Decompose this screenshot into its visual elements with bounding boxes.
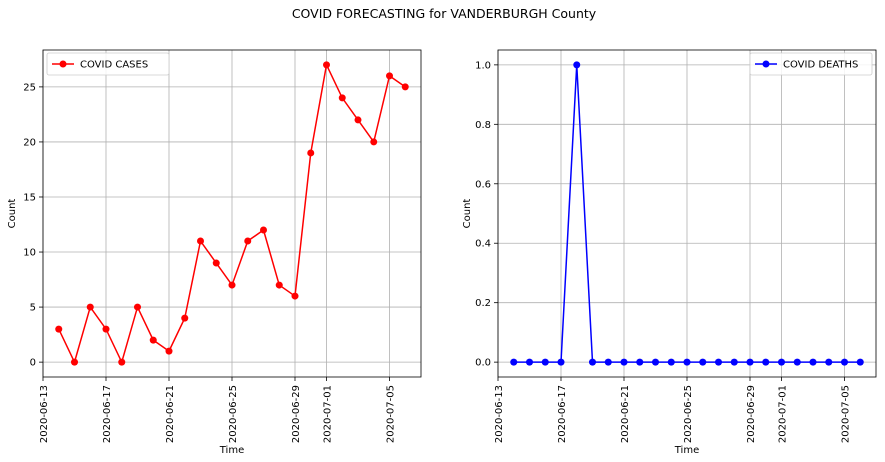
data-point	[793, 358, 801, 366]
data-point	[165, 347, 173, 355]
data-point	[228, 281, 236, 289]
x-axis-label: Time	[219, 445, 244, 456]
data-point	[557, 358, 565, 366]
data-point	[715, 358, 722, 366]
data-point	[762, 358, 770, 366]
x-tick-label: 2020-06-29	[746, 385, 757, 443]
data-point	[652, 358, 659, 366]
x-tick-label: 2020-06-21	[620, 385, 631, 443]
data-point	[149, 336, 157, 344]
data-point	[401, 83, 409, 91]
x-axis-label: Time	[674, 445, 699, 456]
data-point	[604, 358, 612, 366]
data-point	[102, 325, 110, 333]
x-tick-label: 2020-06-17	[557, 385, 568, 443]
data-point	[825, 358, 833, 366]
x-tick-label: 2020-07-01	[323, 385, 334, 443]
y-tick-label: 0.0	[475, 358, 491, 369]
data-point	[307, 149, 315, 157]
legend: COVID CASES	[46, 52, 170, 76]
x-tick-label: 2020-06-25	[228, 385, 239, 443]
data-point	[71, 358, 78, 366]
data-point	[134, 303, 141, 311]
x-tick-label: 2020-06-29	[291, 385, 302, 443]
data-point	[212, 259, 220, 267]
data-point	[55, 325, 63, 333]
y-tick-label: 0.4	[475, 239, 491, 250]
data-point	[778, 358, 785, 366]
y-tick-label: 0.6	[475, 179, 491, 190]
legend-label: COVID CASES	[80, 60, 148, 71]
data-point	[244, 237, 252, 245]
data-point	[510, 358, 518, 366]
legend-box	[46, 52, 170, 76]
data-point	[636, 358, 644, 366]
data-point	[526, 358, 533, 366]
y-tick-label: 1.0	[475, 60, 491, 71]
figure-title: COVID FORECASTING for VANDERBURGH County	[292, 6, 597, 21]
y-tick-label: 20	[23, 137, 36, 148]
legend-swatch-marker	[59, 60, 67, 68]
data-point	[620, 358, 628, 366]
data-point	[260, 226, 267, 234]
x-tick-label: 2020-07-01	[778, 385, 789, 443]
deaths-chart: 2020-06-13 2020-06-17 2020-06-21 2020-06-25…	[462, 49, 877, 456]
legend-box	[749, 52, 873, 76]
data-point	[291, 292, 299, 300]
y-axis-label: Count	[7, 199, 18, 229]
x-tick-label: 2020-07-05	[386, 385, 397, 443]
x-tick-label: 2020-06-17	[102, 385, 113, 443]
x-tick-label: 2020-06-21	[165, 385, 176, 443]
data-point	[354, 116, 362, 124]
data-point	[197, 237, 204, 245]
data-point	[856, 358, 864, 366]
y-tick-label: 25	[23, 82, 36, 93]
data-point	[683, 358, 691, 366]
axes-frame	[42, 49, 422, 378]
data-point	[86, 303, 94, 311]
data-point	[699, 358, 707, 366]
data-point	[386, 72, 393, 80]
data-point	[323, 61, 330, 69]
y-tick-label: 5	[30, 303, 36, 314]
data-point	[746, 358, 754, 366]
y-tick-label: 10	[23, 248, 36, 259]
y-tick-label: 15	[23, 192, 36, 203]
data-point	[541, 358, 549, 366]
cases-chart: 2020-06-13 2020-06-17 2020-06-21 2020-06-25…	[7, 49, 422, 456]
data-point	[573, 61, 581, 69]
x-tick-label: 2020-07-05	[841, 385, 852, 443]
legend-swatch-marker	[762, 60, 770, 68]
legend: COVID DEATHS	[749, 52, 873, 76]
y-tick-label: 0.8	[475, 120, 491, 131]
data-point	[809, 358, 817, 366]
y-axis-label: Count	[462, 199, 473, 229]
data-point	[841, 358, 848, 366]
data-point	[667, 358, 675, 366]
x-tick-label: 2020-06-13	[39, 385, 50, 443]
y-tick-label: 0	[30, 358, 36, 369]
data-point	[589, 358, 596, 366]
y-tick-label: 0.2	[475, 298, 491, 309]
x-tick-label: 2020-06-13	[494, 385, 505, 443]
data-point	[275, 281, 283, 289]
data-point	[118, 358, 126, 366]
axes-frame	[497, 49, 877, 378]
data-point	[370, 138, 378, 146]
data-point	[338, 94, 346, 102]
x-tick-label: 2020-06-25	[683, 385, 694, 443]
data-point	[730, 358, 738, 366]
data-point	[181, 314, 189, 322]
legend-label: COVID DEATHS	[783, 60, 858, 71]
